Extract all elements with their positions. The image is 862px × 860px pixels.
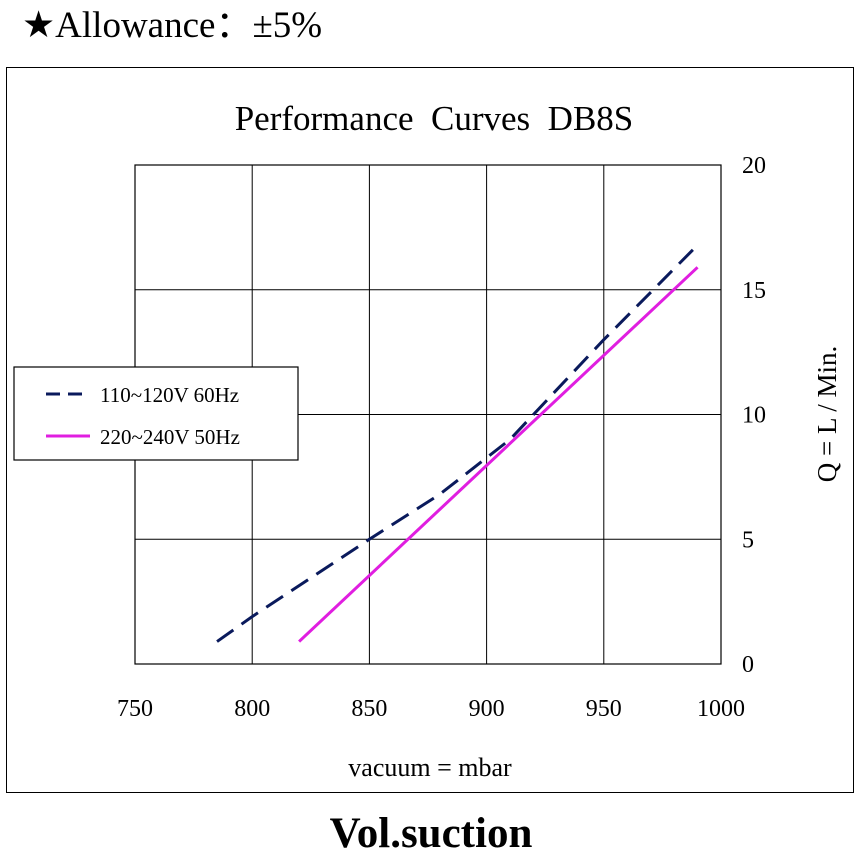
- star-icon: ★: [22, 5, 56, 46]
- series-line-1: [298, 266, 699, 643]
- chart-title: Performance Curves DB8S: [235, 99, 634, 138]
- y-tick-label-20: 20: [742, 153, 766, 179]
- x-tick-label-950: 950: [586, 696, 622, 722]
- legend-box: [13, 366, 299, 461]
- chart-frame: [6, 67, 854, 793]
- series-layer: [216, 248, 699, 643]
- x-tick-label-750: 750: [117, 696, 153, 722]
- x-tick-label-800: 800: [234, 696, 270, 722]
- allowance-text: Allowance：±5%: [55, 5, 323, 46]
- y-tick-label-10: 10: [742, 403, 766, 429]
- y-tick-label-15: 15: [742, 278, 766, 304]
- y-tick-label-0: 0: [742, 652, 754, 678]
- y-tick-label-5: 5: [742, 527, 754, 553]
- legend-label-110v: 110~120V 60Hz: [100, 383, 239, 407]
- series-line-0: [216, 248, 694, 643]
- x-tick-label-850: 850: [351, 696, 387, 722]
- tick-labels: 750 800 850 900 950 1000 0 5 10 15 20: [117, 153, 766, 722]
- x-tick-label-1000: 1000: [697, 696, 745, 722]
- allowance-note: ★Allowance：±5%: [22, 4, 322, 48]
- x-tick-label-900: 900: [469, 696, 505, 722]
- y-axis-label: Q = L / Min.: [812, 346, 842, 482]
- legend-label-220v: 220~240V 50Hz: [100, 425, 240, 449]
- caption: Vol.suction: [329, 810, 533, 857]
- x-axis-label: vacuum = mbar: [348, 753, 512, 782]
- legend: 110~120V 60Hz 220~240V 50Hz: [13, 366, 299, 461]
